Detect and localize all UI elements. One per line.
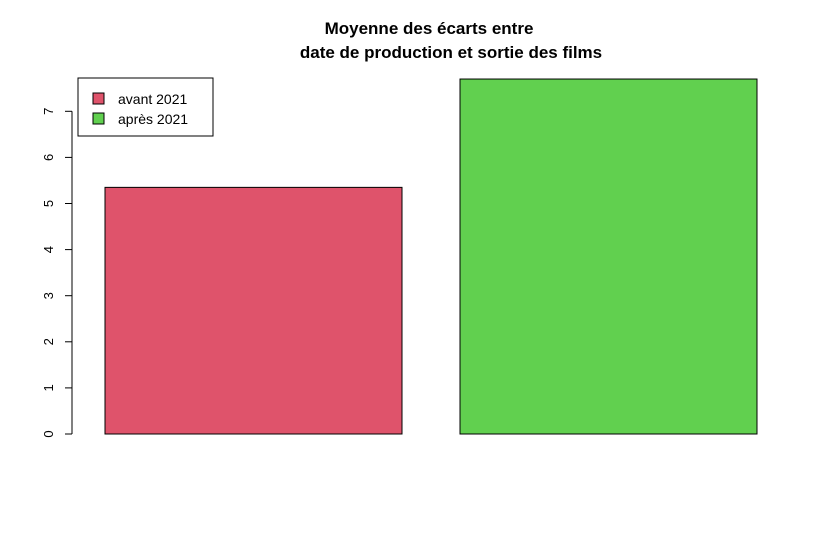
- y-tick-label: 4: [41, 246, 56, 253]
- y-tick-label: 5: [41, 200, 56, 207]
- y-tick-label: 7: [41, 108, 56, 115]
- legend: avant 2021 après 2021: [77, 77, 214, 137]
- bar-apres-2021: [459, 78, 758, 435]
- y-tick-label: 3: [41, 292, 56, 299]
- y-tick-label: 2: [41, 338, 56, 345]
- legend-swatch-apres-2021: [92, 112, 105, 125]
- y-tick-label: 0: [41, 430, 56, 437]
- y-tick-label: 1: [41, 384, 56, 391]
- legend-box: [77, 77, 214, 137]
- legend-label-avant-2021: avant 2021: [118, 91, 187, 107]
- legend-label-apres-2021: après 2021: [118, 111, 188, 127]
- bars-group: [104, 78, 758, 435]
- chart-title-line1: Moyenne des écarts entre: [325, 19, 534, 38]
- y-axis: 0 1 2 3 4 5 6 7: [41, 108, 73, 438]
- chart-title-line2: date de production et sortie des films: [300, 43, 602, 62]
- legend-swatch-avant-2021: [92, 92, 105, 105]
- y-tick-label: 6: [41, 154, 56, 161]
- bar-avant-2021: [104, 186, 403, 435]
